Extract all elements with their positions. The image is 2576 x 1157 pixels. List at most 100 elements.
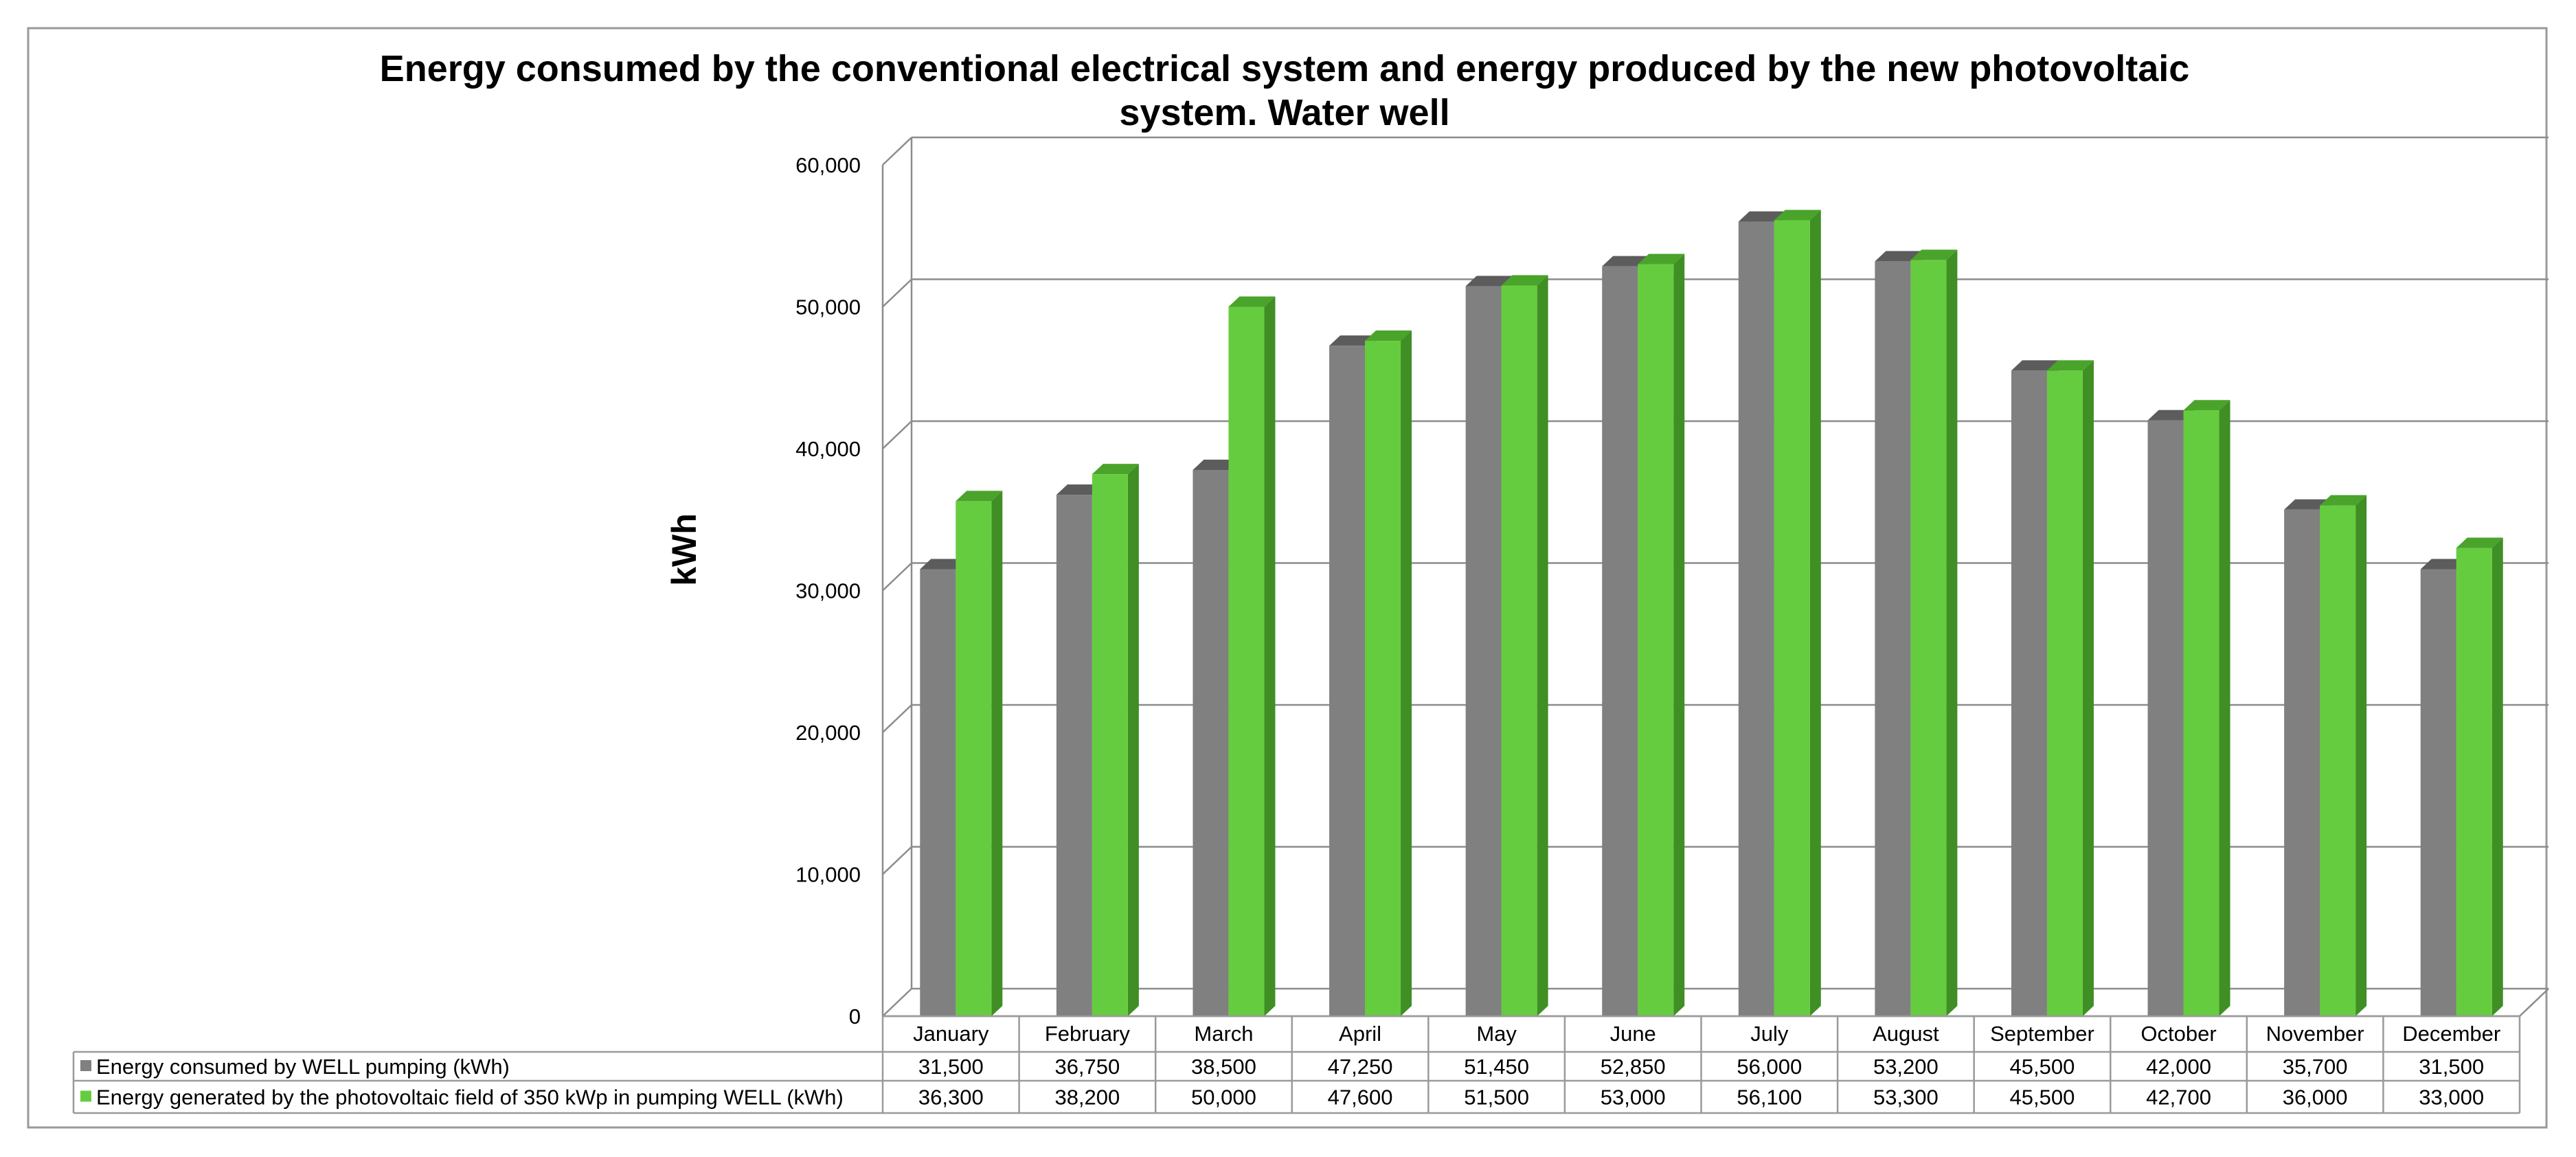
data-label: 53,000 xyxy=(1601,1086,1666,1110)
data-label: 53,300 xyxy=(1873,1086,1939,1110)
x-category-label: June xyxy=(1610,1022,1656,1046)
bar-side xyxy=(1946,249,1958,1017)
chart-border xyxy=(27,27,2548,1129)
data-label: 51,500 xyxy=(1464,1086,1529,1110)
bar-top xyxy=(920,559,967,570)
bar-generated-july xyxy=(1774,210,1821,1016)
legend-label: Energy consumed by WELL pumping (kWh) xyxy=(96,1055,510,1079)
bar-front xyxy=(2183,410,2219,1016)
y-axis-ticks: 0 10,000 20,000 30,000 40,000 50,000 60,000 xyxy=(795,153,861,1029)
data-label: 36,000 xyxy=(2283,1086,2348,1110)
legend-swatch xyxy=(80,1090,91,1102)
bar-side xyxy=(1673,254,1685,1016)
bar-front xyxy=(2046,370,2083,1016)
bar-front xyxy=(1875,261,1911,1016)
bar-front xyxy=(2011,370,2047,1016)
gridline-depth xyxy=(882,562,912,592)
bar-generated-november xyxy=(2320,495,2367,1016)
bar-generated-february xyxy=(1092,464,1139,1016)
bar-top xyxy=(1910,249,1958,260)
data-label: 42,000 xyxy=(2146,1055,2211,1079)
bar-side xyxy=(1809,210,1821,1016)
data-label: 33,000 xyxy=(2419,1086,2484,1110)
x-category-label: April xyxy=(1339,1022,1381,1046)
bar-side xyxy=(2492,537,2503,1016)
y-tick-label: 50,000 xyxy=(795,295,861,319)
x-category-label: October xyxy=(2140,1022,2216,1046)
chart-title-line-1: Energy consumed by the conventional elec… xyxy=(380,48,2190,89)
bar-top xyxy=(956,491,1003,502)
x-category-label: September xyxy=(1990,1022,2094,1046)
gridline-depth xyxy=(882,846,912,875)
bar-front xyxy=(2420,569,2456,1016)
bar-front xyxy=(2284,509,2320,1016)
data-label: 45,500 xyxy=(2010,1086,2075,1110)
x-category-label: January xyxy=(913,1022,989,1046)
bar-front xyxy=(1465,286,1502,1016)
bar-front xyxy=(956,501,992,1016)
bar-generated-june xyxy=(1638,254,1685,1016)
gridline-depth xyxy=(882,278,912,308)
x-category-label: May xyxy=(1476,1022,1517,1046)
x-category-label: August xyxy=(1873,1022,1939,1046)
bar-side xyxy=(2355,495,2367,1016)
data-label: 52,850 xyxy=(1601,1055,1666,1079)
bars xyxy=(920,210,2503,1017)
bar-front xyxy=(1638,264,1674,1016)
x-category-label: July xyxy=(1750,1022,1789,1046)
gridline-depth xyxy=(882,988,912,1017)
gridline-depth xyxy=(882,420,912,449)
bar-top xyxy=(2284,499,2331,510)
data-label: 47,600 xyxy=(1328,1086,1393,1110)
y-tick-label: 20,000 xyxy=(795,721,861,745)
y-tick-label: 60,000 xyxy=(795,153,861,177)
data-label: 47,250 xyxy=(1328,1055,1393,1079)
bar-generated-january xyxy=(956,491,1003,1016)
bar-front xyxy=(1056,495,1092,1016)
bar-top xyxy=(1638,254,1685,265)
bar-top xyxy=(2183,400,2230,411)
y-tick-label: 0 xyxy=(849,1004,861,1029)
bar-generated-august xyxy=(1910,249,1958,1017)
bar-side xyxy=(1127,464,1139,1016)
bar-side xyxy=(1537,275,1548,1016)
x-category-label: March xyxy=(1194,1022,1253,1046)
bar-generated-december xyxy=(2456,537,2503,1016)
bar-top xyxy=(1501,275,1548,286)
data-label: 36,750 xyxy=(1054,1055,1120,1079)
plot-area: 0 10,000 20,000 30,000 40,000 50,000 60,000 xyxy=(795,136,2549,1029)
data-label: 36,300 xyxy=(918,1086,984,1110)
bar-front xyxy=(1365,341,1401,1016)
bar-front xyxy=(920,569,956,1016)
y-tick-label: 30,000 xyxy=(795,579,861,603)
bar-side xyxy=(991,491,1003,1016)
y-tick-label: 40,000 xyxy=(795,437,861,461)
y-tick-label: 10,000 xyxy=(795,863,861,887)
bar-top xyxy=(1365,330,1412,341)
bar-top xyxy=(2456,537,2503,548)
data-label: 56,000 xyxy=(1737,1055,1802,1079)
bar-front xyxy=(1774,220,1810,1016)
bar-front xyxy=(1738,221,1774,1017)
data-label: 38,200 xyxy=(1054,1086,1120,1110)
gridline-depth xyxy=(882,704,912,733)
bar-side xyxy=(1264,296,1276,1016)
data-label: 42,700 xyxy=(2146,1086,2211,1110)
data-label: 51,450 xyxy=(1464,1055,1529,1079)
bar-side xyxy=(1401,330,1412,1016)
bar-generated-september xyxy=(2046,360,2094,1016)
x-category-label: November xyxy=(2266,1022,2364,1046)
bar-generated-october xyxy=(2183,400,2230,1016)
data-label: 31,500 xyxy=(2419,1055,2484,1079)
data-label: 35,700 xyxy=(2283,1055,2348,1079)
bar-front xyxy=(1193,469,1229,1016)
floor-edge xyxy=(2519,988,2549,1017)
legend-label: Energy generated by the photovoltaic fie… xyxy=(96,1086,844,1110)
data-label: 38,500 xyxy=(1191,1055,1256,1079)
bar-side xyxy=(2219,400,2230,1016)
bar-top xyxy=(2320,495,2367,506)
bar-front xyxy=(2456,548,2492,1016)
chart-title-line-2: system. Water well xyxy=(1119,92,1449,133)
bar-top xyxy=(1193,459,1240,470)
